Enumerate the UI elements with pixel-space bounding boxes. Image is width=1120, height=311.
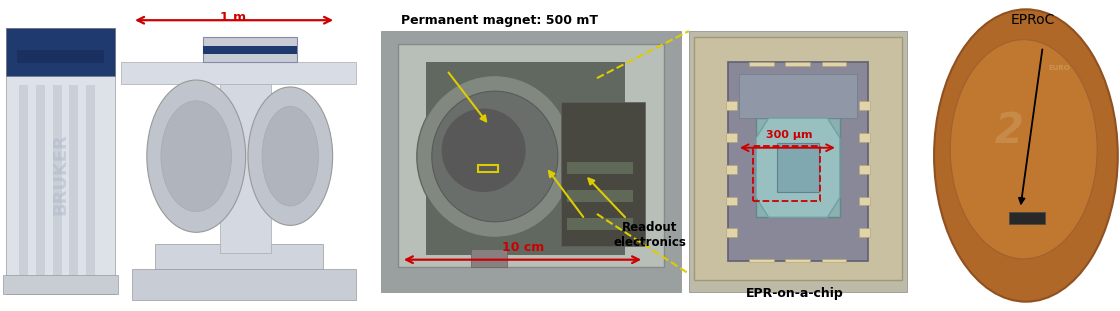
Ellipse shape (417, 76, 573, 238)
Bar (53, 85, 62, 285)
Bar (777, 143, 819, 193)
Ellipse shape (147, 80, 245, 232)
Text: 10 cm: 10 cm (502, 241, 544, 254)
Text: EPR-on-a-chip: EPR-on-a-chip (746, 287, 844, 300)
Bar (567, 218, 633, 230)
Bar (1009, 212, 1045, 224)
Bar (19, 85, 28, 285)
Bar (726, 133, 737, 142)
Bar (785, 63, 810, 66)
Bar (220, 74, 271, 253)
Text: EPRoC: EPRoC (1010, 13, 1055, 27)
Bar (121, 62, 356, 84)
Bar (859, 197, 870, 205)
Ellipse shape (161, 101, 232, 211)
Bar (785, 258, 810, 262)
Polygon shape (756, 118, 840, 217)
Bar (398, 44, 664, 267)
Bar (749, 258, 774, 262)
Text: 300 μm: 300 μm (766, 130, 813, 140)
Ellipse shape (934, 9, 1118, 302)
Bar (478, 165, 498, 172)
Text: BRUKER: BRUKER (52, 133, 69, 215)
Bar (17, 50, 104, 63)
Bar (470, 249, 507, 267)
Bar (739, 74, 857, 118)
Ellipse shape (248, 87, 333, 225)
Bar (859, 229, 870, 237)
Bar (426, 62, 625, 255)
Bar (567, 162, 633, 174)
Ellipse shape (950, 40, 1098, 259)
Bar (726, 101, 737, 110)
Bar (69, 85, 78, 285)
Text: 2: 2 (995, 109, 1024, 152)
Bar (749, 63, 774, 66)
Bar (728, 63, 868, 261)
Bar (754, 146, 820, 202)
Bar (381, 31, 681, 292)
Ellipse shape (262, 106, 318, 206)
Bar (204, 37, 298, 62)
Bar (6, 28, 115, 76)
Text: Permanent magnet: 500 mT: Permanent magnet: 500 mT (401, 14, 598, 27)
Bar (726, 197, 737, 205)
Ellipse shape (432, 91, 558, 222)
Ellipse shape (441, 109, 525, 192)
Bar (561, 102, 645, 246)
Bar (132, 269, 356, 300)
Bar (756, 118, 840, 217)
Bar (694, 37, 902, 280)
Bar (567, 190, 633, 202)
Bar (859, 165, 870, 174)
Bar (3, 275, 118, 294)
Bar (726, 165, 737, 174)
Bar (859, 133, 870, 142)
Bar (726, 229, 737, 237)
Bar (689, 31, 907, 292)
Bar (6, 28, 115, 294)
Bar (822, 258, 847, 262)
Bar (155, 244, 323, 269)
Bar (822, 63, 847, 66)
Text: EURO: EURO (1048, 65, 1071, 72)
Bar (204, 46, 298, 54)
Bar (36, 85, 45, 285)
Bar (859, 101, 870, 110)
Text: Readout
electronics: Readout electronics (613, 221, 687, 249)
Text: 1 m: 1 m (220, 11, 246, 24)
Bar (86, 85, 95, 285)
